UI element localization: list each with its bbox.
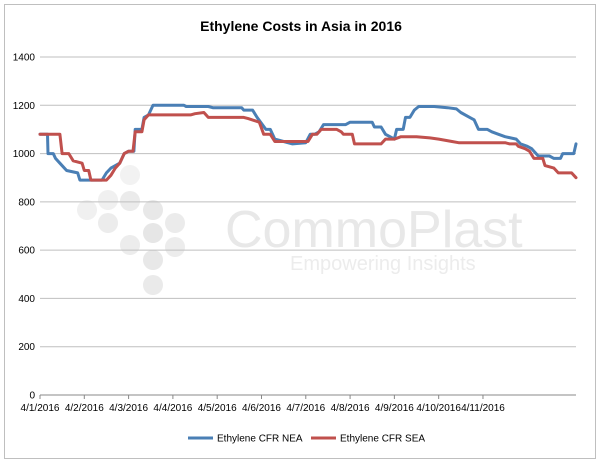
y-tick-label: 200 (18, 342, 35, 353)
x-tick-label: 4/11/2016 (461, 403, 505, 414)
x-tick-label: 4/7/2016 (286, 403, 325, 414)
series-lines (38, 103, 578, 182)
x-tick-label: 4/6/2016 (242, 403, 281, 414)
watermark-brand: CommoPlast (225, 201, 523, 259)
x-tick-label: 4/4/2016 (153, 403, 192, 414)
watermark-dot (143, 200, 163, 220)
watermark-dot (165, 213, 185, 233)
watermark-dot (98, 190, 118, 210)
y-axis: 0 200 400 600 800 1000 1200 1400 (13, 53, 36, 402)
watermark-logo: CommoPlast Empowering Insights (77, 165, 523, 295)
y-tick-label: 1000 (13, 149, 36, 160)
chart-title: Ethylene Costs in Asia in 2016 (200, 18, 402, 34)
legend-label: Ethylene CFR SEA (340, 434, 425, 445)
x-tick-label: 4/5/2016 (198, 403, 237, 414)
x-tick-label: 4/10/2016 (416, 403, 461, 414)
legend-label: Ethylene CFR NEA (217, 434, 303, 445)
x-axis: 4/1/2016 4/2/2016 4/3/2016 4/4/2016 4/5/2016… (21, 395, 505, 414)
y-tick-label: 800 (18, 197, 35, 208)
x-tick-label: 4/2/2016 (65, 403, 104, 414)
gridlines (40, 56, 576, 396)
watermark-dot (143, 250, 163, 270)
y-tick-label: 600 (18, 246, 35, 257)
series-line-sea (38, 111, 578, 182)
watermark-dot (143, 223, 163, 243)
x-tick-label: 4/8/2016 (331, 403, 370, 414)
y-tick-label: 0 (29, 391, 35, 402)
y-tick-label: 400 (18, 294, 35, 305)
watermark-dot (120, 165, 140, 185)
legend: Ethylene CFR NEA Ethylene CFR SEA (188, 434, 425, 445)
watermark-dot (77, 200, 97, 220)
chart-frame: Ethylene Costs in Asia in 2016 CommoPlas… (4, 4, 596, 459)
watermark-dot (98, 213, 118, 233)
x-tick-label: 4/1/2016 (21, 403, 60, 414)
y-tick-label: 1400 (13, 53, 36, 64)
x-tick-label: 4/3/2016 (109, 403, 148, 414)
y-tick-label: 1200 (13, 101, 36, 112)
line-chart: Ethylene Costs in Asia in 2016 CommoPlas… (13, 18, 578, 445)
watermark-dot (165, 237, 185, 257)
x-tick-label: 4/9/2016 (375, 403, 414, 414)
watermark-tagline: Empowering Insights (290, 253, 476, 275)
watermark-dot (120, 235, 140, 255)
watermark-dot (143, 275, 163, 295)
watermark-dot (120, 191, 140, 211)
